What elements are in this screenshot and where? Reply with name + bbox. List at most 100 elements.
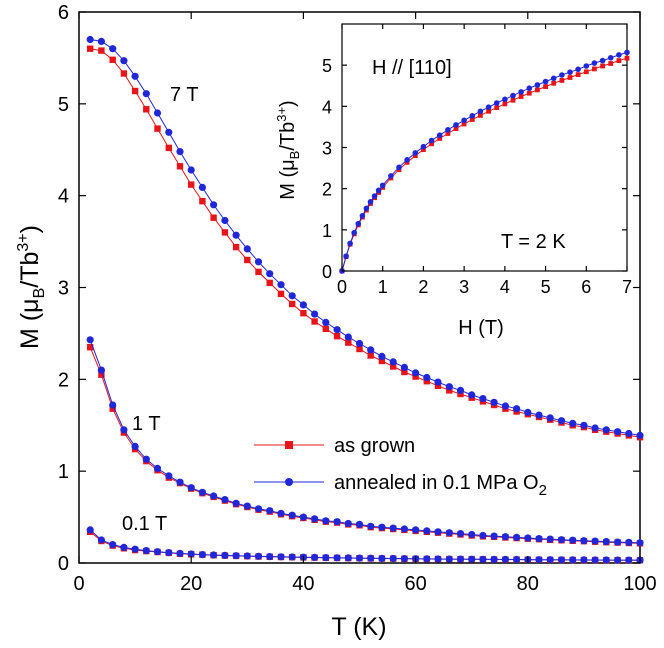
main-y-label-end: ) bbox=[16, 225, 44, 233]
legend-as-grown-marker bbox=[285, 441, 293, 449]
main-point-circle bbox=[176, 549, 184, 558]
main-point-square bbox=[165, 144, 172, 152]
main-point-circle bbox=[232, 552, 240, 560]
main-point-circle bbox=[109, 401, 117, 409]
inset-point-square bbox=[526, 90, 532, 96]
inset-point-square bbox=[510, 97, 516, 103]
inset-point-circle bbox=[591, 60, 598, 66]
main-point-circle bbox=[131, 72, 139, 80]
main-point-circle bbox=[210, 492, 218, 500]
inset-point-square bbox=[421, 147, 426, 152]
main-point-circle bbox=[367, 554, 375, 562]
inset-point-square bbox=[575, 72, 581, 77]
inset-point-square bbox=[502, 101, 508, 107]
main-point-circle bbox=[468, 555, 476, 563]
main-point-circle bbox=[198, 551, 206, 559]
inset-point-circle bbox=[583, 63, 590, 69]
main-series-line-4 bbox=[89, 531, 640, 561]
main-y-tick-label: 5 bbox=[58, 94, 69, 116]
main-point-circle bbox=[142, 547, 150, 555]
main-y-tick-label: 3 bbox=[58, 278, 69, 300]
main-point-circle bbox=[311, 310, 319, 318]
main-point-circle bbox=[322, 318, 330, 326]
main-point-circle bbox=[614, 428, 622, 436]
main-point-circle bbox=[468, 391, 476, 399]
inset-x-tick-label: 6 bbox=[581, 277, 591, 297]
main-point-circle bbox=[333, 554, 341, 562]
main-point-square bbox=[277, 290, 285, 298]
inset-point-circle bbox=[351, 229, 358, 236]
main-point-circle bbox=[490, 532, 498, 540]
inset-point-circle bbox=[534, 82, 541, 88]
main-point-circle bbox=[602, 556, 610, 564]
main-point-circle bbox=[456, 555, 465, 563]
main-point-square bbox=[188, 181, 195, 188]
main-y-tick-label: 0 bbox=[58, 553, 69, 575]
main-y-label-main: M (μ bbox=[16, 298, 44, 349]
main-point-circle bbox=[591, 537, 599, 545]
inset-point-circle bbox=[616, 52, 622, 58]
main-point-circle bbox=[591, 424, 599, 432]
inset-plot-frame bbox=[341, 23, 628, 272]
main-point-square bbox=[322, 325, 329, 332]
main-point-circle bbox=[546, 414, 554, 422]
main-point-circle bbox=[288, 292, 296, 300]
main-point-circle bbox=[254, 505, 263, 513]
main-point-circle bbox=[333, 518, 341, 526]
inset-point-circle bbox=[607, 55, 614, 61]
main-point-circle bbox=[479, 395, 487, 403]
inset-x-tick-label: 1 bbox=[378, 277, 388, 297]
main-point-square bbox=[300, 310, 307, 317]
inset-point-square bbox=[551, 80, 557, 86]
main-point-circle bbox=[344, 519, 352, 528]
main-point-circle bbox=[355, 520, 364, 529]
main-point-square bbox=[434, 382, 442, 389]
inset-point-circle bbox=[575, 66, 581, 73]
inset-x-tick-label: 4 bbox=[500, 277, 510, 297]
inset-point-circle bbox=[363, 205, 370, 212]
main-point-circle bbox=[389, 524, 397, 532]
main-y-label-mid: /Tb bbox=[16, 252, 44, 288]
main-point-circle bbox=[535, 556, 543, 564]
main-point-circle bbox=[389, 358, 397, 366]
main-point-circle bbox=[557, 536, 566, 544]
main-x-tick-label: 0 bbox=[73, 573, 84, 595]
main-point-square bbox=[232, 243, 240, 251]
main-point-circle bbox=[513, 533, 521, 542]
inset-point-circle bbox=[453, 122, 459, 128]
inset-point-circle bbox=[436, 132, 443, 138]
main-point-circle bbox=[288, 511, 296, 519]
inset-point-circle bbox=[518, 89, 524, 95]
inset-point-circle bbox=[371, 193, 378, 199]
inset-point-circle bbox=[624, 49, 630, 56]
inset-point-circle bbox=[428, 137, 435, 144]
main-point-square bbox=[131, 87, 139, 95]
inset-point-square bbox=[494, 105, 500, 110]
main-point-circle bbox=[187, 484, 195, 492]
main-point-circle bbox=[400, 363, 408, 371]
main-point-circle bbox=[131, 545, 139, 553]
inset-y-label-end: ) bbox=[277, 100, 299, 107]
main-x-axis-label: T (K) bbox=[331, 613, 386, 641]
inset-point-square bbox=[437, 136, 443, 141]
main-point-circle bbox=[243, 245, 251, 253]
main-series-line-5 bbox=[89, 529, 641, 561]
main-point-circle bbox=[153, 109, 162, 117]
main-point-circle bbox=[434, 378, 442, 386]
inset-y-tick-label: 4 bbox=[322, 97, 332, 117]
main-point-circle bbox=[546, 535, 554, 543]
main-point-square bbox=[87, 45, 94, 52]
main-point-circle bbox=[389, 554, 397, 563]
main-point-circle bbox=[187, 166, 195, 174]
inset-point-circle bbox=[355, 220, 362, 227]
main-point-circle bbox=[277, 281, 285, 289]
inset-x-axis-label: H (T) bbox=[458, 317, 504, 339]
main-point-circle bbox=[198, 183, 206, 191]
inset-y-label-main: M (μ bbox=[277, 159, 299, 199]
main-point-circle bbox=[221, 496, 229, 504]
main-point-circle bbox=[277, 553, 285, 561]
inset-point-circle bbox=[477, 108, 484, 115]
main-point-circle bbox=[322, 554, 330, 562]
main-point-circle bbox=[153, 548, 162, 556]
